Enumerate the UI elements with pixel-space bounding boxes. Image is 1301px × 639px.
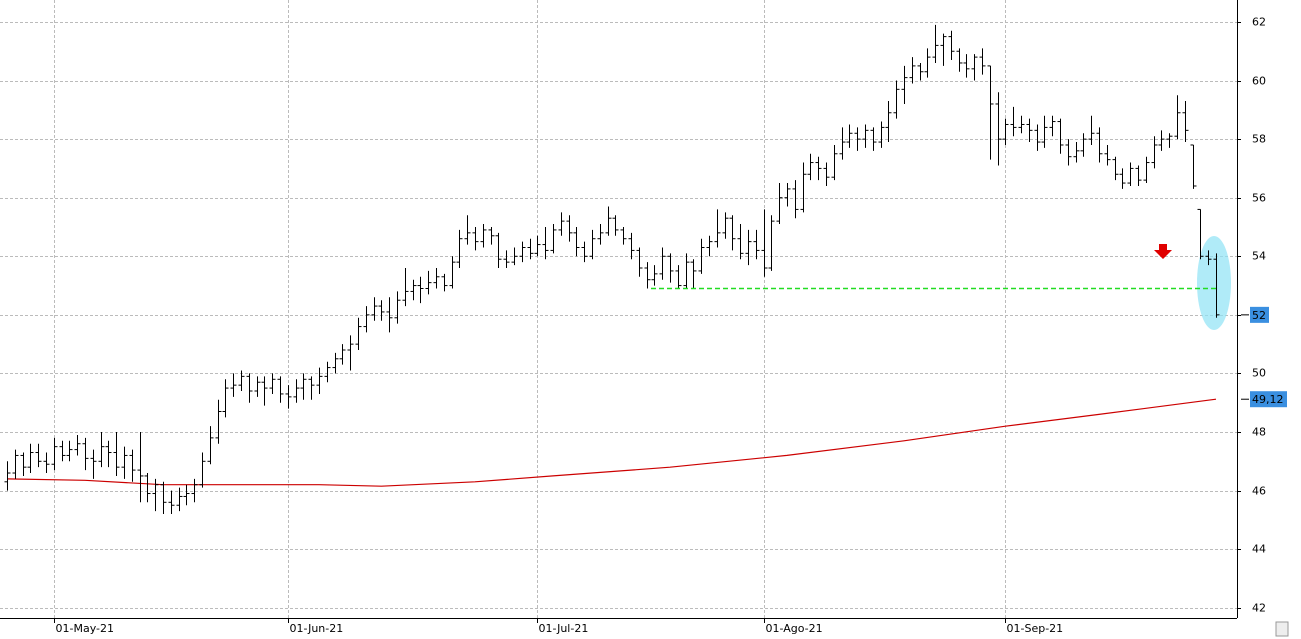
y-tick-label: 48 [1252,426,1266,439]
highlight-ellipse [1197,236,1231,330]
y-tick-label: 50 [1252,367,1266,380]
y-tick-label: 44 [1252,543,1266,556]
x-tick-label: 01-Sep-21 [1007,622,1064,635]
x-tick-label: 01-Ago-21 [766,622,823,635]
y-tick-label: 58 [1252,133,1266,146]
x-tick-label: 01-May-21 [56,622,114,635]
price-label-box [1250,391,1287,408]
price-label: 49,12 [1252,393,1284,406]
y-tick-label: 54 [1252,250,1266,263]
corner-icon[interactable] [1275,621,1289,637]
y-tick-label: 62 [1252,16,1266,29]
y-tick-label: 60 [1252,75,1266,88]
x-tick-label: 01-Jul-21 [539,622,589,635]
price-label-box [1250,306,1269,323]
y-tick-label: 42 [1252,602,1266,615]
y-tick-label: 46 [1252,485,1266,498]
x-tick-label: 01-Jun-21 [290,622,344,635]
down-arrow [1154,244,1172,259]
price-label: 52 [1252,309,1266,322]
y-tick-label: 56 [1252,192,1266,205]
